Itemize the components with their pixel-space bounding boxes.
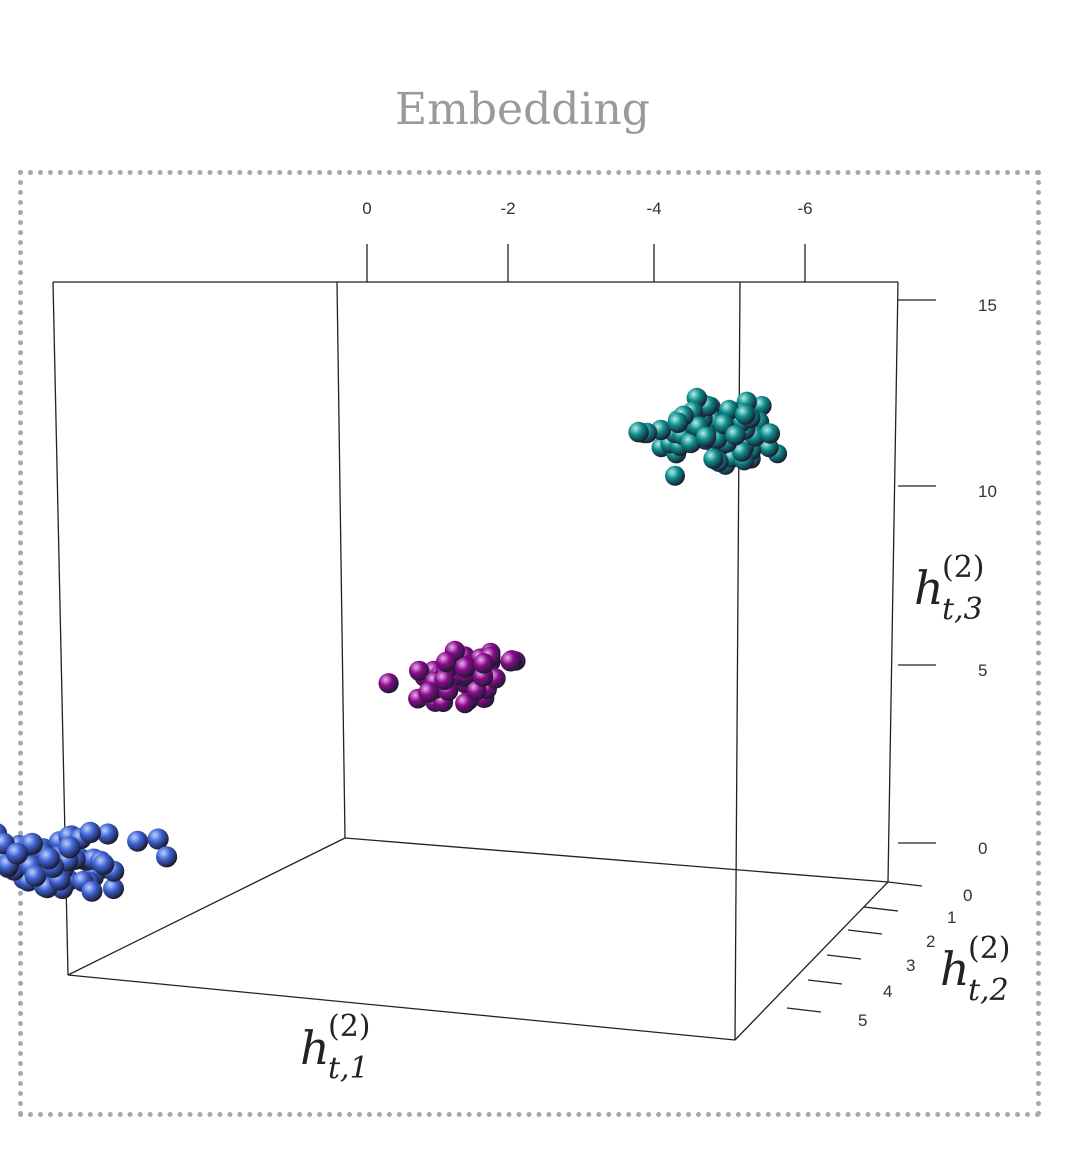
box-edge — [887, 281, 899, 883]
data-point — [665, 465, 685, 486]
y-tick-label: 4 — [883, 982, 892, 1001]
data-point — [725, 425, 746, 446]
data-point — [418, 682, 439, 703]
chart-title: Embedding — [395, 84, 650, 135]
data-points — [0, 387, 788, 902]
data-point — [735, 404, 756, 425]
data-point — [454, 657, 476, 678]
data-point — [79, 821, 101, 844]
data-point — [731, 441, 752, 462]
data-point — [58, 836, 81, 859]
svg-text:(2): (2) — [328, 1009, 371, 1044]
data-point — [628, 421, 649, 443]
axis-ticks — [366, 244, 936, 1013]
data-point — [92, 853, 115, 875]
y-tick — [847, 929, 883, 935]
y-tick — [887, 881, 923, 887]
y-tick — [826, 954, 862, 960]
box-edge — [734, 881, 889, 1041]
data-point — [37, 847, 60, 870]
z-tick-label: 15 — [978, 296, 997, 315]
data-point — [703, 448, 724, 469]
data-point — [695, 426, 717, 448]
x-tick-label: -2 — [500, 199, 515, 218]
z-tick-label: 5 — [978, 661, 987, 680]
z-axis-label: h (2) t,3 — [914, 550, 985, 627]
svg-text:t,3: t,3 — [942, 592, 983, 627]
svg-text:h: h — [300, 1021, 330, 1075]
svg-text:h: h — [940, 942, 970, 996]
box-edge — [336, 281, 346, 839]
data-point — [97, 823, 119, 845]
data-point — [759, 423, 781, 444]
x-tick-label: -4 — [646, 199, 661, 218]
svg-text:t,2: t,2 — [968, 973, 1009, 1008]
box-edge — [344, 837, 889, 883]
y-tick-label: 5 — [858, 1011, 867, 1030]
y-tick-label: 1 — [947, 908, 956, 927]
box-edge — [67, 837, 346, 976]
data-point — [81, 880, 103, 902]
x-tick-label: 0 — [362, 199, 371, 218]
data-point — [473, 653, 495, 674]
plot-frame — [18, 170, 1041, 1117]
data-point — [436, 651, 457, 673]
data-point — [667, 412, 689, 434]
svg-text:t,1: t,1 — [328, 1051, 369, 1086]
data-point — [500, 651, 521, 672]
y-tick — [786, 1007, 822, 1013]
x-axis-label: h (2) t,1 — [300, 1009, 371, 1086]
y-tick — [863, 906, 899, 912]
svg-text:(2): (2) — [968, 931, 1011, 966]
y-tick-label: 2 — [926, 932, 935, 951]
data-point — [103, 878, 124, 899]
y-tick-label: 0 — [963, 886, 972, 905]
box-edge — [67, 974, 736, 1041]
data-point — [434, 669, 455, 691]
svg-text:h: h — [914, 561, 944, 615]
data-point — [147, 828, 169, 850]
svg-text:(2): (2) — [942, 550, 985, 585]
data-point — [127, 830, 149, 852]
x-tick-label: -6 — [797, 199, 812, 218]
data-point — [156, 846, 178, 868]
z-tick-label: 10 — [978, 482, 997, 501]
data-point — [24, 865, 47, 887]
data-point — [409, 660, 430, 681]
data-point — [378, 673, 399, 694]
y-tick-label: 3 — [906, 956, 915, 975]
data-point — [455, 693, 475, 714]
y-tick — [807, 979, 843, 985]
data-point — [6, 842, 28, 865]
z-tick-label: 0 — [978, 839, 987, 858]
y-axis-label: h (2) t,2 — [940, 931, 1011, 1008]
